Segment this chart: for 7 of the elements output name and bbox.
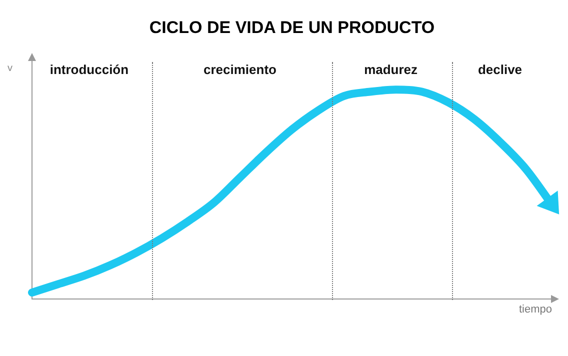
chart-title: CICLO DE VIDA DE UN PRODUCTO [149,18,435,37]
x-axis-title: tiempo [518,303,552,316]
text: crecimiento [204,62,277,77]
y-axis-title: v [8,63,12,74]
text: madurez [364,62,418,77]
text: declive [478,62,522,77]
text: introducción [50,62,129,77]
